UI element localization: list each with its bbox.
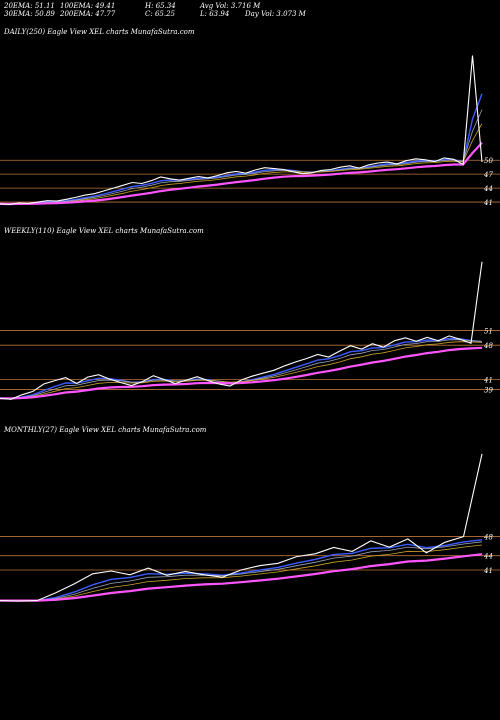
level-label: 48 — [483, 342, 493, 350]
monthly-chart: 48 44 41 — [0, 453, 500, 602]
stat-high: H: 65.34 — [145, 2, 176, 10]
stat-avg-vol: Avg Vol: 3.716 M — [200, 2, 261, 10]
stat-low: L: 63.94 — [200, 10, 230, 18]
level-label: 51 — [484, 327, 493, 335]
level-label: 47 — [483, 171, 493, 179]
stat-ema30: 30EMA: 50.89 — [4, 10, 55, 18]
ema-mid-line — [0, 109, 483, 205]
ema-gold-line — [0, 341, 483, 399]
ema-fast-line — [0, 93, 483, 205]
stat-ema100: 100EMA: 49.41 — [60, 2, 116, 10]
level-label: 44 — [483, 553, 493, 561]
level-label: 41 — [483, 199, 493, 207]
level-label: 41 — [483, 377, 493, 385]
daily-panel-title: DAILY(250) Eagle View XEL charts MunafaS… — [4, 28, 195, 36]
ema-gold-line — [0, 544, 483, 602]
ema-slow-line — [0, 346, 483, 400]
stat-day-vol: Day Vol: 3.073 M — [245, 10, 306, 18]
ema-slow-line — [0, 553, 483, 602]
stat-ema200: 200EMA: 47.77 — [60, 10, 116, 18]
level-label: 50 — [484, 157, 493, 165]
weekly-panel-title: WEEKLY(110) Eagle View XEL charts Munafa… — [4, 227, 204, 235]
monthly-panel-title: MONTHLY(27) Eagle View XEL charts Munafa… — [4, 426, 207, 434]
stat-ema20: 20EMA: 51.11 — [4, 2, 55, 10]
level-label: 48 — [483, 534, 493, 542]
price-line — [0, 55, 483, 205]
ema-mid-line — [0, 541, 483, 602]
daily-chart: 50 47 44 41 — [0, 55, 500, 207]
ema-gold-line — [0, 123, 483, 205]
level-label: 39 — [484, 386, 493, 394]
ema-fast-line — [0, 539, 483, 602]
price-line — [0, 261, 483, 400]
level-label: 44 — [483, 185, 493, 193]
ema-slow-line — [0, 142, 483, 206]
level-label: 41 — [483, 567, 493, 575]
price-line — [0, 453, 483, 602]
stat-close: C: 65.25 — [145, 10, 175, 18]
